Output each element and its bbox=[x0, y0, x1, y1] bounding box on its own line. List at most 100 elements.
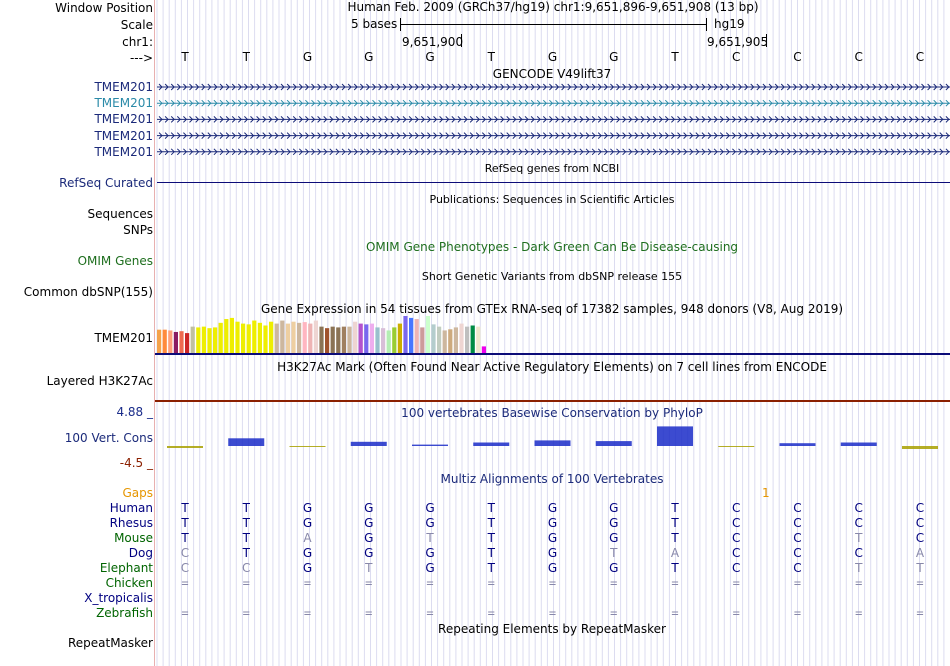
gencode-transcript-label[interactable]: TMEM201 bbox=[94, 96, 153, 111]
strand-arrow bbox=[884, 148, 889, 156]
snps-label[interactable]: SNPs bbox=[123, 223, 153, 237]
species-label[interactable]: Mouse bbox=[114, 531, 153, 545]
refseq-label[interactable]: RefSeq Curated bbox=[59, 176, 153, 190]
strand-arrow bbox=[646, 148, 651, 156]
strand-arrow bbox=[786, 148, 792, 156]
phylop-track-title[interactable]: 100 vertebrates Basewise Conservation by… bbox=[401, 406, 703, 420]
strand-arrow bbox=[725, 116, 731, 123]
refseq-track-title[interactable]: RefSeq genes from NCBI bbox=[484, 162, 620, 175]
strand-arrow bbox=[634, 148, 639, 156]
gtex-tissue-bar bbox=[453, 327, 458, 354]
strand-arrow bbox=[311, 83, 316, 91]
repeatmasker-track-title[interactable]: Repeating Elements by RepeatMasker bbox=[438, 622, 666, 636]
strand-arrow bbox=[695, 83, 700, 91]
strand-arrow bbox=[439, 148, 444, 156]
repeatmasker-label[interactable]: RepeatMasker bbox=[67, 636, 153, 650]
strand-arrow bbox=[524, 132, 529, 139]
strand-arrow bbox=[506, 148, 511, 156]
gtex-tissue-bar bbox=[218, 322, 223, 354]
aligned-base: C bbox=[854, 516, 863, 530]
species-label[interactable]: Dog bbox=[128, 546, 153, 560]
window-position-label[interactable]: Window Position bbox=[55, 1, 153, 15]
gtex-tissue-bar bbox=[431, 324, 436, 354]
h3k27ac-signal-line[interactable] bbox=[155, 400, 950, 402]
strand-arrow bbox=[713, 83, 718, 91]
strand-arrow bbox=[347, 83, 352, 91]
gencode-transcript-label[interactable]: TMEM201 bbox=[94, 144, 153, 159]
scale-label[interactable]: Scale bbox=[120, 18, 153, 32]
strand-arrow bbox=[908, 116, 914, 123]
strand-arrow bbox=[390, 148, 395, 156]
phylop-label[interactable]: 100 Vert. Cons bbox=[64, 431, 153, 445]
strand-arrow bbox=[506, 83, 511, 91]
gtex-track-title[interactable]: Gene Expression in 54 tissues from GTEx … bbox=[260, 302, 844, 316]
gencode-track-title[interactable]: GENCODE V49lift37 bbox=[492, 67, 612, 81]
h3k27ac-track-title[interactable]: H3K27Ac Mark (Often Found Near Active Re… bbox=[277, 360, 827, 374]
strand-arrow bbox=[164, 148, 169, 156]
phylop-signal[interactable] bbox=[155, 420, 950, 470]
strand-arrow bbox=[189, 148, 194, 156]
h3k27ac-label[interactable]: Layered H3K27Ac bbox=[46, 374, 153, 388]
species-label[interactable]: Elephant bbox=[99, 561, 153, 575]
sequences-label[interactable]: Sequences bbox=[87, 207, 153, 221]
gaps-label[interactable]: Gaps bbox=[122, 486, 153, 500]
refseq-gene-line[interactable] bbox=[157, 182, 950, 183]
strand-arrow bbox=[603, 148, 609, 156]
gencode-transcript-label[interactable]: TMEM201 bbox=[94, 128, 153, 143]
omim-track-title[interactable]: OMIM Gene Phenotypes - Dark Green Can Be… bbox=[365, 240, 739, 254]
strand-arrow bbox=[805, 99, 810, 107]
species-label[interactable]: Human bbox=[109, 501, 153, 515]
strand-arrow bbox=[585, 99, 590, 107]
strand-arrow bbox=[219, 148, 224, 156]
aligned-base: T bbox=[242, 531, 250, 545]
strand-arrow bbox=[244, 148, 249, 156]
strand-arrow bbox=[244, 99, 249, 107]
gencode-transcript-label[interactable]: TMEM201 bbox=[94, 112, 153, 127]
strand-arrow bbox=[579, 116, 584, 123]
dbsnp-track-title[interactable]: Short Genetic Variants from dbSNP releas… bbox=[421, 270, 683, 283]
phylop-score-mark bbox=[840, 442, 877, 446]
strand-label[interactable]: ---> bbox=[129, 51, 153, 65]
gencode-transcript-label[interactable]: TMEM201 bbox=[94, 80, 153, 94]
strand-arrow bbox=[183, 83, 188, 91]
multiz-track-title[interactable]: Multiz Alignments of 100 Vertebrates bbox=[440, 472, 664, 486]
dbsnp-label[interactable]: Common dbSNP(155) bbox=[23, 285, 153, 299]
aligned-base: = bbox=[426, 576, 434, 590]
strand-arrow bbox=[817, 116, 822, 123]
species-label[interactable]: Rhesus bbox=[109, 516, 153, 530]
gtex-label[interactable]: TMEM201 bbox=[94, 331, 153, 345]
gtex-tissue-bar bbox=[257, 322, 262, 354]
strand-arrow bbox=[500, 99, 505, 107]
strand-arrow bbox=[518, 83, 523, 91]
strand-arrow bbox=[780, 132, 785, 139]
species-label[interactable]: X_tropicalis bbox=[84, 591, 153, 605]
strand-arrow bbox=[286, 132, 291, 139]
chr-label[interactable]: chr1: bbox=[122, 35, 153, 49]
aligned-base: = bbox=[916, 606, 924, 620]
gtex-expression-chart[interactable] bbox=[155, 316, 950, 356]
strand-arrow bbox=[750, 83, 755, 91]
publications-track-title[interactable]: Publications: Sequences in Scientific Ar… bbox=[429, 193, 675, 206]
strand-arrow bbox=[732, 148, 737, 156]
strand-arrow bbox=[481, 132, 487, 139]
omim-label[interactable]: OMIM Genes bbox=[77, 254, 153, 268]
species-label[interactable]: Chicken bbox=[105, 576, 153, 590]
gencode-transcripts[interactable] bbox=[155, 80, 950, 160]
strand-arrow bbox=[866, 99, 871, 107]
strand-arrow bbox=[359, 83, 365, 91]
aligned-base: C bbox=[854, 546, 863, 560]
strand-arrow bbox=[268, 116, 273, 123]
strand-arrow bbox=[616, 99, 621, 107]
strand-arrow bbox=[500, 132, 505, 139]
strand-arrow bbox=[219, 116, 224, 123]
strand-arrow bbox=[512, 83, 517, 91]
strand-arrow bbox=[481, 99, 487, 107]
strand-arrow bbox=[945, 83, 950, 91]
strand-arrow bbox=[628, 99, 633, 107]
species-label[interactable]: Zebrafish bbox=[96, 606, 153, 620]
strand-arrow bbox=[872, 99, 877, 107]
phylop-score-mark bbox=[902, 446, 938, 449]
strand-arrow bbox=[353, 99, 358, 107]
assembly-position-title[interactable]: Human Feb. 2009 (GRCh37/hg19) chr1:9,651… bbox=[347, 0, 759, 14]
strand-arrow bbox=[555, 132, 560, 139]
